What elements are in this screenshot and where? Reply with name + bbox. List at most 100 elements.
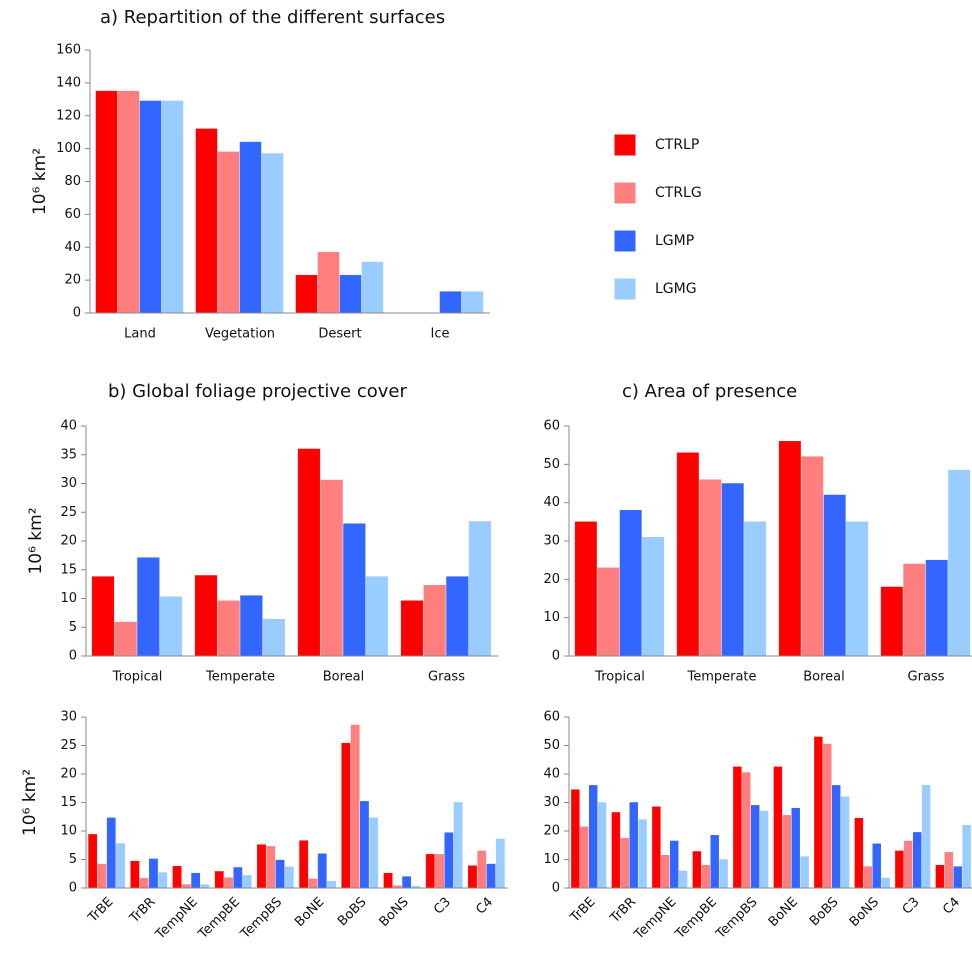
- bar: [139, 100, 162, 314]
- bar: [159, 596, 183, 657]
- y-tick-label: 40: [543, 767, 560, 782]
- x-tick-label: Temperate: [686, 670, 756, 685]
- bar: [361, 261, 384, 314]
- bar: [814, 736, 823, 889]
- legend-label: LGMP: [655, 233, 694, 249]
- bar: [284, 866, 294, 889]
- x-tick-label: Vegetation: [205, 327, 275, 342]
- bar: [629, 802, 638, 889]
- bar: [137, 557, 160, 657]
- y-tick-label: 35: [60, 447, 77, 462]
- bar: [840, 796, 850, 889]
- legend-label: CTRLP: [655, 137, 699, 153]
- bar: [341, 742, 351, 889]
- chart-title: b) Global foliage projective cover: [108, 381, 407, 402]
- bar: [139, 878, 149, 889]
- bar: [477, 850, 487, 889]
- x-tick-label: Grass: [908, 670, 945, 685]
- chart-title: a) Repartition of the different surfaces: [100, 7, 445, 28]
- legend-swatch: [614, 134, 636, 156]
- bar: [880, 586, 903, 657]
- bar: [921, 785, 931, 889]
- bar: [172, 866, 182, 889]
- bar: [97, 863, 107, 889]
- bar: [619, 510, 642, 657]
- bar: [299, 840, 309, 889]
- bar: [800, 856, 809, 889]
- x-tick-label: TempBE: [195, 895, 243, 943]
- y-tick-label: 60: [543, 419, 560, 434]
- bar: [239, 141, 262, 314]
- bar: [343, 523, 366, 657]
- x-tick-label: BoNS: [377, 895, 412, 930]
- y-tick-label: 10: [60, 591, 77, 606]
- bar: [257, 844, 266, 889]
- x-tick-label: BoNE: [766, 895, 801, 930]
- bar: [400, 600, 424, 657]
- y-tick-label: 0: [552, 649, 560, 664]
- y-tick-label: 0: [69, 649, 77, 664]
- x-tick-label: BoBS: [335, 895, 370, 930]
- bar: [130, 860, 140, 889]
- bar: [365, 576, 389, 657]
- bar: [194, 575, 218, 657]
- bar: [439, 291, 462, 314]
- bar: [846, 521, 869, 657]
- bar: [327, 880, 336, 889]
- bar: [571, 789, 580, 889]
- bar: [676, 452, 699, 657]
- bar: [759, 810, 769, 889]
- bar: [832, 785, 841, 889]
- y-tick-label: 0: [552, 881, 560, 896]
- legend-swatch: [614, 230, 636, 252]
- bar: [350, 724, 360, 889]
- y-tick-label: 15: [60, 795, 77, 810]
- x-tick-label: Grass: [428, 670, 465, 685]
- bar: [701, 864, 711, 889]
- bar: [495, 838, 505, 889]
- bar: [620, 837, 630, 889]
- bar: [678, 870, 688, 889]
- bar: [881, 877, 890, 889]
- bar: [733, 766, 742, 889]
- bar: [854, 817, 864, 889]
- y-axis-label: 10⁶ km²: [20, 769, 40, 836]
- bar: [116, 843, 125, 889]
- bar: [597, 802, 607, 889]
- bar: [158, 872, 168, 889]
- y-tick-label: 20: [60, 767, 77, 782]
- bar: [149, 858, 158, 889]
- bar: [114, 621, 137, 657]
- bar: [744, 521, 767, 657]
- bar: [320, 479, 343, 657]
- bar: [217, 600, 240, 657]
- bar: [935, 864, 945, 889]
- bar: [461, 291, 484, 314]
- y-tick-label: 30: [60, 710, 77, 725]
- bar: [88, 834, 98, 889]
- bar: [925, 559, 948, 657]
- x-tick-label: Boreal: [323, 670, 365, 685]
- bar: [791, 807, 800, 889]
- bar: [383, 872, 393, 889]
- y-tick-label: 20: [543, 572, 560, 587]
- bar: [402, 876, 412, 889]
- bar: [191, 872, 201, 889]
- bar: [670, 840, 679, 889]
- bar: [642, 536, 665, 657]
- y-axis-label: 10⁶ km²: [30, 148, 50, 215]
- bar: [589, 785, 598, 889]
- y-axis-label: 10⁶ km²: [26, 507, 46, 574]
- bar: [710, 835, 719, 889]
- x-tick-label: Ice: [431, 327, 450, 342]
- x-tick-label: Tropical: [594, 670, 645, 685]
- x-tick-label: Boreal: [803, 670, 845, 685]
- bar: [224, 877, 233, 889]
- y-tick-label: 20: [543, 824, 560, 839]
- x-tick-label: C3: [900, 895, 923, 918]
- bar: [597, 567, 620, 657]
- bar: [446, 576, 469, 657]
- bar: [317, 853, 327, 889]
- x-tick-label: BoBS: [807, 895, 842, 930]
